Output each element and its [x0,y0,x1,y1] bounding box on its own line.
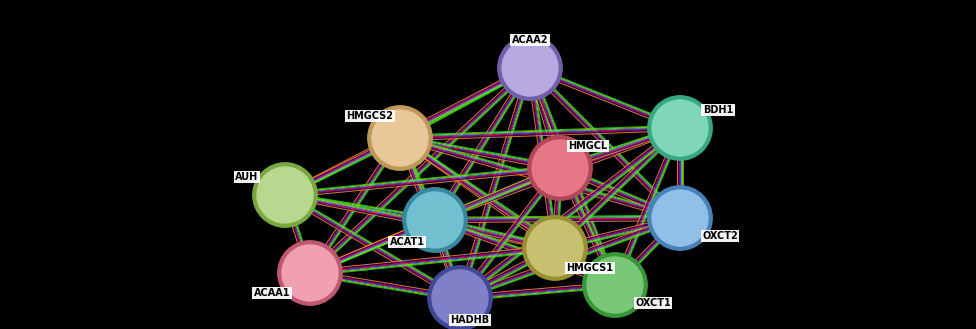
Text: BDH1: BDH1 [703,105,733,115]
Text: HMGCS1: HMGCS1 [566,263,614,273]
Circle shape [652,100,708,156]
Circle shape [427,266,492,329]
Circle shape [407,192,463,248]
Text: ACAA1: ACAA1 [254,288,290,298]
Circle shape [253,163,317,227]
Circle shape [368,106,432,170]
Circle shape [257,167,313,223]
Text: HADHB: HADHB [451,315,490,325]
Circle shape [372,110,428,166]
Text: AUH: AUH [235,172,259,182]
Circle shape [528,136,592,200]
Circle shape [403,188,468,252]
Circle shape [282,245,338,301]
Text: OXCT1: OXCT1 [635,298,671,308]
Circle shape [648,186,712,250]
Circle shape [502,40,558,96]
Circle shape [652,190,708,246]
Circle shape [523,216,588,280]
Text: OXCT2: OXCT2 [702,231,738,241]
Circle shape [532,140,588,196]
Circle shape [278,241,343,305]
Circle shape [498,36,562,100]
Text: HMGCS2: HMGCS2 [346,111,393,121]
Circle shape [587,257,643,313]
Text: HMGCL: HMGCL [568,141,608,151]
Circle shape [527,220,583,276]
Text: ACAA2: ACAA2 [511,35,549,45]
Circle shape [583,253,647,317]
Circle shape [432,270,488,326]
Circle shape [648,96,712,160]
Text: ACAT1: ACAT1 [389,237,425,247]
